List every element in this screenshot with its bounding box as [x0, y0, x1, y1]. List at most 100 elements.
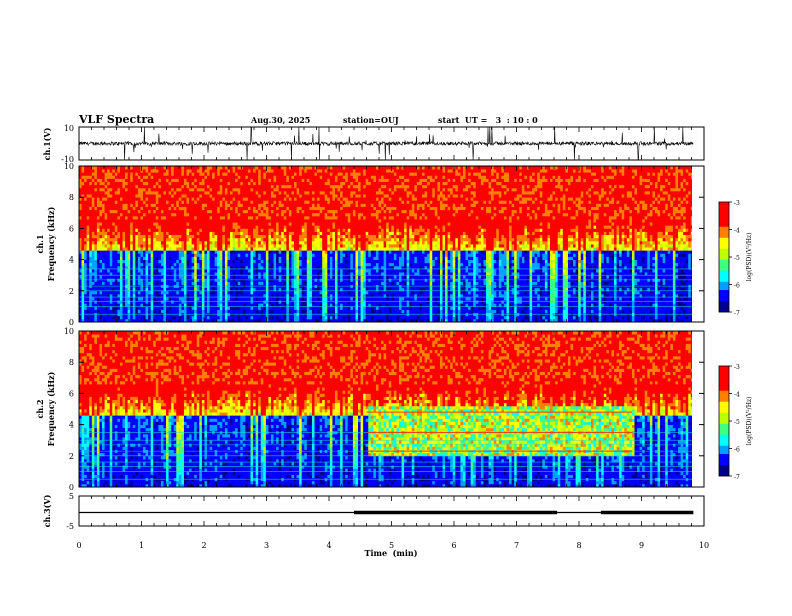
colorbar-tick-label: -5	[734, 255, 740, 262]
colorbar-tick-label: -3	[734, 364, 740, 371]
colorbar-swatch	[719, 213, 729, 216]
ch1-spectrogram-ylabel: Frequency (kHz)	[46, 206, 56, 281]
ch1-spectrogram-channel: ch.1	[35, 234, 45, 253]
colorbar-swatch	[719, 257, 729, 260]
ch3-ylabel: ch.3(V)	[42, 494, 52, 527]
x-tick-label: 2	[201, 541, 206, 550]
x-tick-label: 4	[326, 541, 331, 550]
colorbar-swatch	[719, 227, 729, 230]
colorbar-swatch	[719, 243, 729, 246]
x-axis-label: Time (min)	[364, 548, 417, 558]
colorbar-swatch	[719, 219, 729, 222]
colorbar-swatch	[719, 298, 729, 301]
colorbar-swatch	[719, 265, 729, 268]
colorbar-swatch	[719, 465, 729, 468]
station-label: station=OUJ	[343, 115, 399, 125]
colorbar-swatch	[719, 394, 729, 397]
colorbar-swatch	[719, 435, 729, 438]
colorbar-swatch	[719, 451, 729, 454]
colorbar-swatch	[719, 260, 729, 263]
colorbar-swatch	[719, 307, 729, 310]
ch1-waveform-ylabel: ch.1(V)	[42, 127, 52, 160]
colorbar-tick-label: -6	[734, 283, 740, 290]
colorbar-swatch	[719, 238, 729, 241]
y-tick-label: 8	[69, 358, 74, 367]
colorbar-swatch	[719, 460, 729, 463]
colorbar-swatch	[719, 276, 729, 279]
colorbar-swatch	[719, 205, 729, 208]
colorbar-swatch	[719, 290, 729, 293]
colorbar-swatch	[719, 462, 729, 465]
spectrogram-empty-region	[693, 331, 704, 487]
colorbar-swatch	[719, 254, 729, 257]
colorbar-swatch	[719, 372, 729, 375]
y-tick-label: 4	[69, 421, 74, 430]
colorbar-tick-label: -7	[734, 474, 740, 481]
colorbar-swatch	[719, 399, 729, 402]
colorbar-tick-label: -4	[734, 228, 740, 235]
y-tick-label: 8	[69, 193, 74, 202]
colorbar-swatch	[719, 418, 729, 421]
colorbar-swatch	[719, 383, 729, 386]
colorbar-swatch	[719, 424, 729, 427]
colorbar-label: log(PSD)(V²/Hz)	[746, 397, 753, 446]
colorbar-tick-label: -7	[734, 310, 740, 317]
colorbar-tick-label: -4	[734, 392, 740, 399]
colorbar-swatch	[719, 268, 729, 271]
y-tick-label: 6	[69, 389, 74, 398]
ch3-ytick-bottom: -5	[66, 522, 74, 531]
x-tick-label: 6	[451, 541, 456, 550]
colorbar-swatch	[719, 449, 729, 452]
x-tick-label: 3	[264, 541, 269, 550]
colorbar-swatch	[719, 304, 729, 307]
figure-title: VLF Spectra	[78, 113, 154, 126]
y-tick-label: 2	[69, 452, 74, 461]
colorbar-swatch	[719, 246, 729, 249]
colorbar-swatch	[719, 457, 729, 460]
colorbar-swatch	[719, 410, 729, 413]
colorbar-swatch	[719, 391, 729, 394]
colorbar-swatch	[719, 224, 729, 227]
colorbar-swatch	[719, 416, 729, 419]
colorbar-swatch	[719, 293, 729, 296]
y-tick-label: 6	[69, 224, 74, 233]
colorbar-swatch	[719, 407, 729, 410]
x-tick-label: 10	[699, 541, 709, 550]
colorbar-swatch	[719, 446, 729, 449]
colorbar-swatch	[719, 396, 729, 399]
colorbar-swatch	[719, 405, 729, 408]
colorbar-swatch	[719, 413, 729, 416]
colorbar-swatch	[719, 385, 729, 388]
colorbar-swatch	[719, 454, 729, 457]
ch1-spectrogram-image	[79, 166, 704, 322]
colorbar-swatch	[719, 429, 729, 432]
colorbar-swatch	[719, 202, 729, 205]
colorbar-swatch	[719, 432, 729, 435]
colorbar-swatch	[719, 438, 729, 441]
colorbar-tick-label: -3	[734, 200, 740, 207]
ch1-colorbar: -3 -4 -5 -6 -7 log(PSD)(V²/Hz)	[719, 200, 753, 317]
colorbar-swatch	[719, 241, 729, 244]
y-tick-label: 2	[69, 287, 74, 296]
start-time-label: start UT = 3 : 10 : 0	[438, 115, 538, 125]
colorbar-swatch	[719, 440, 729, 443]
colorbar-swatch	[719, 380, 729, 383]
colorbar-swatch	[719, 369, 729, 372]
colorbar-swatch	[719, 421, 729, 424]
colorbar-swatch	[719, 388, 729, 391]
ch2-spectrogram-image	[79, 331, 704, 487]
y-tick-label: 4	[69, 256, 74, 265]
date-label: Aug.30, 2025	[250, 115, 310, 125]
colorbar-label: log(PSD)(V²/Hz)	[746, 233, 753, 282]
colorbar-swatch	[719, 443, 729, 446]
y-tick-label: 10	[64, 162, 74, 171]
colorbar-swatch	[719, 216, 729, 219]
ch3-ytick-top: 5	[69, 492, 74, 501]
colorbar-swatch	[719, 366, 729, 369]
colorbar-swatch	[719, 235, 729, 238]
spectrogram-empty-region	[693, 166, 704, 322]
